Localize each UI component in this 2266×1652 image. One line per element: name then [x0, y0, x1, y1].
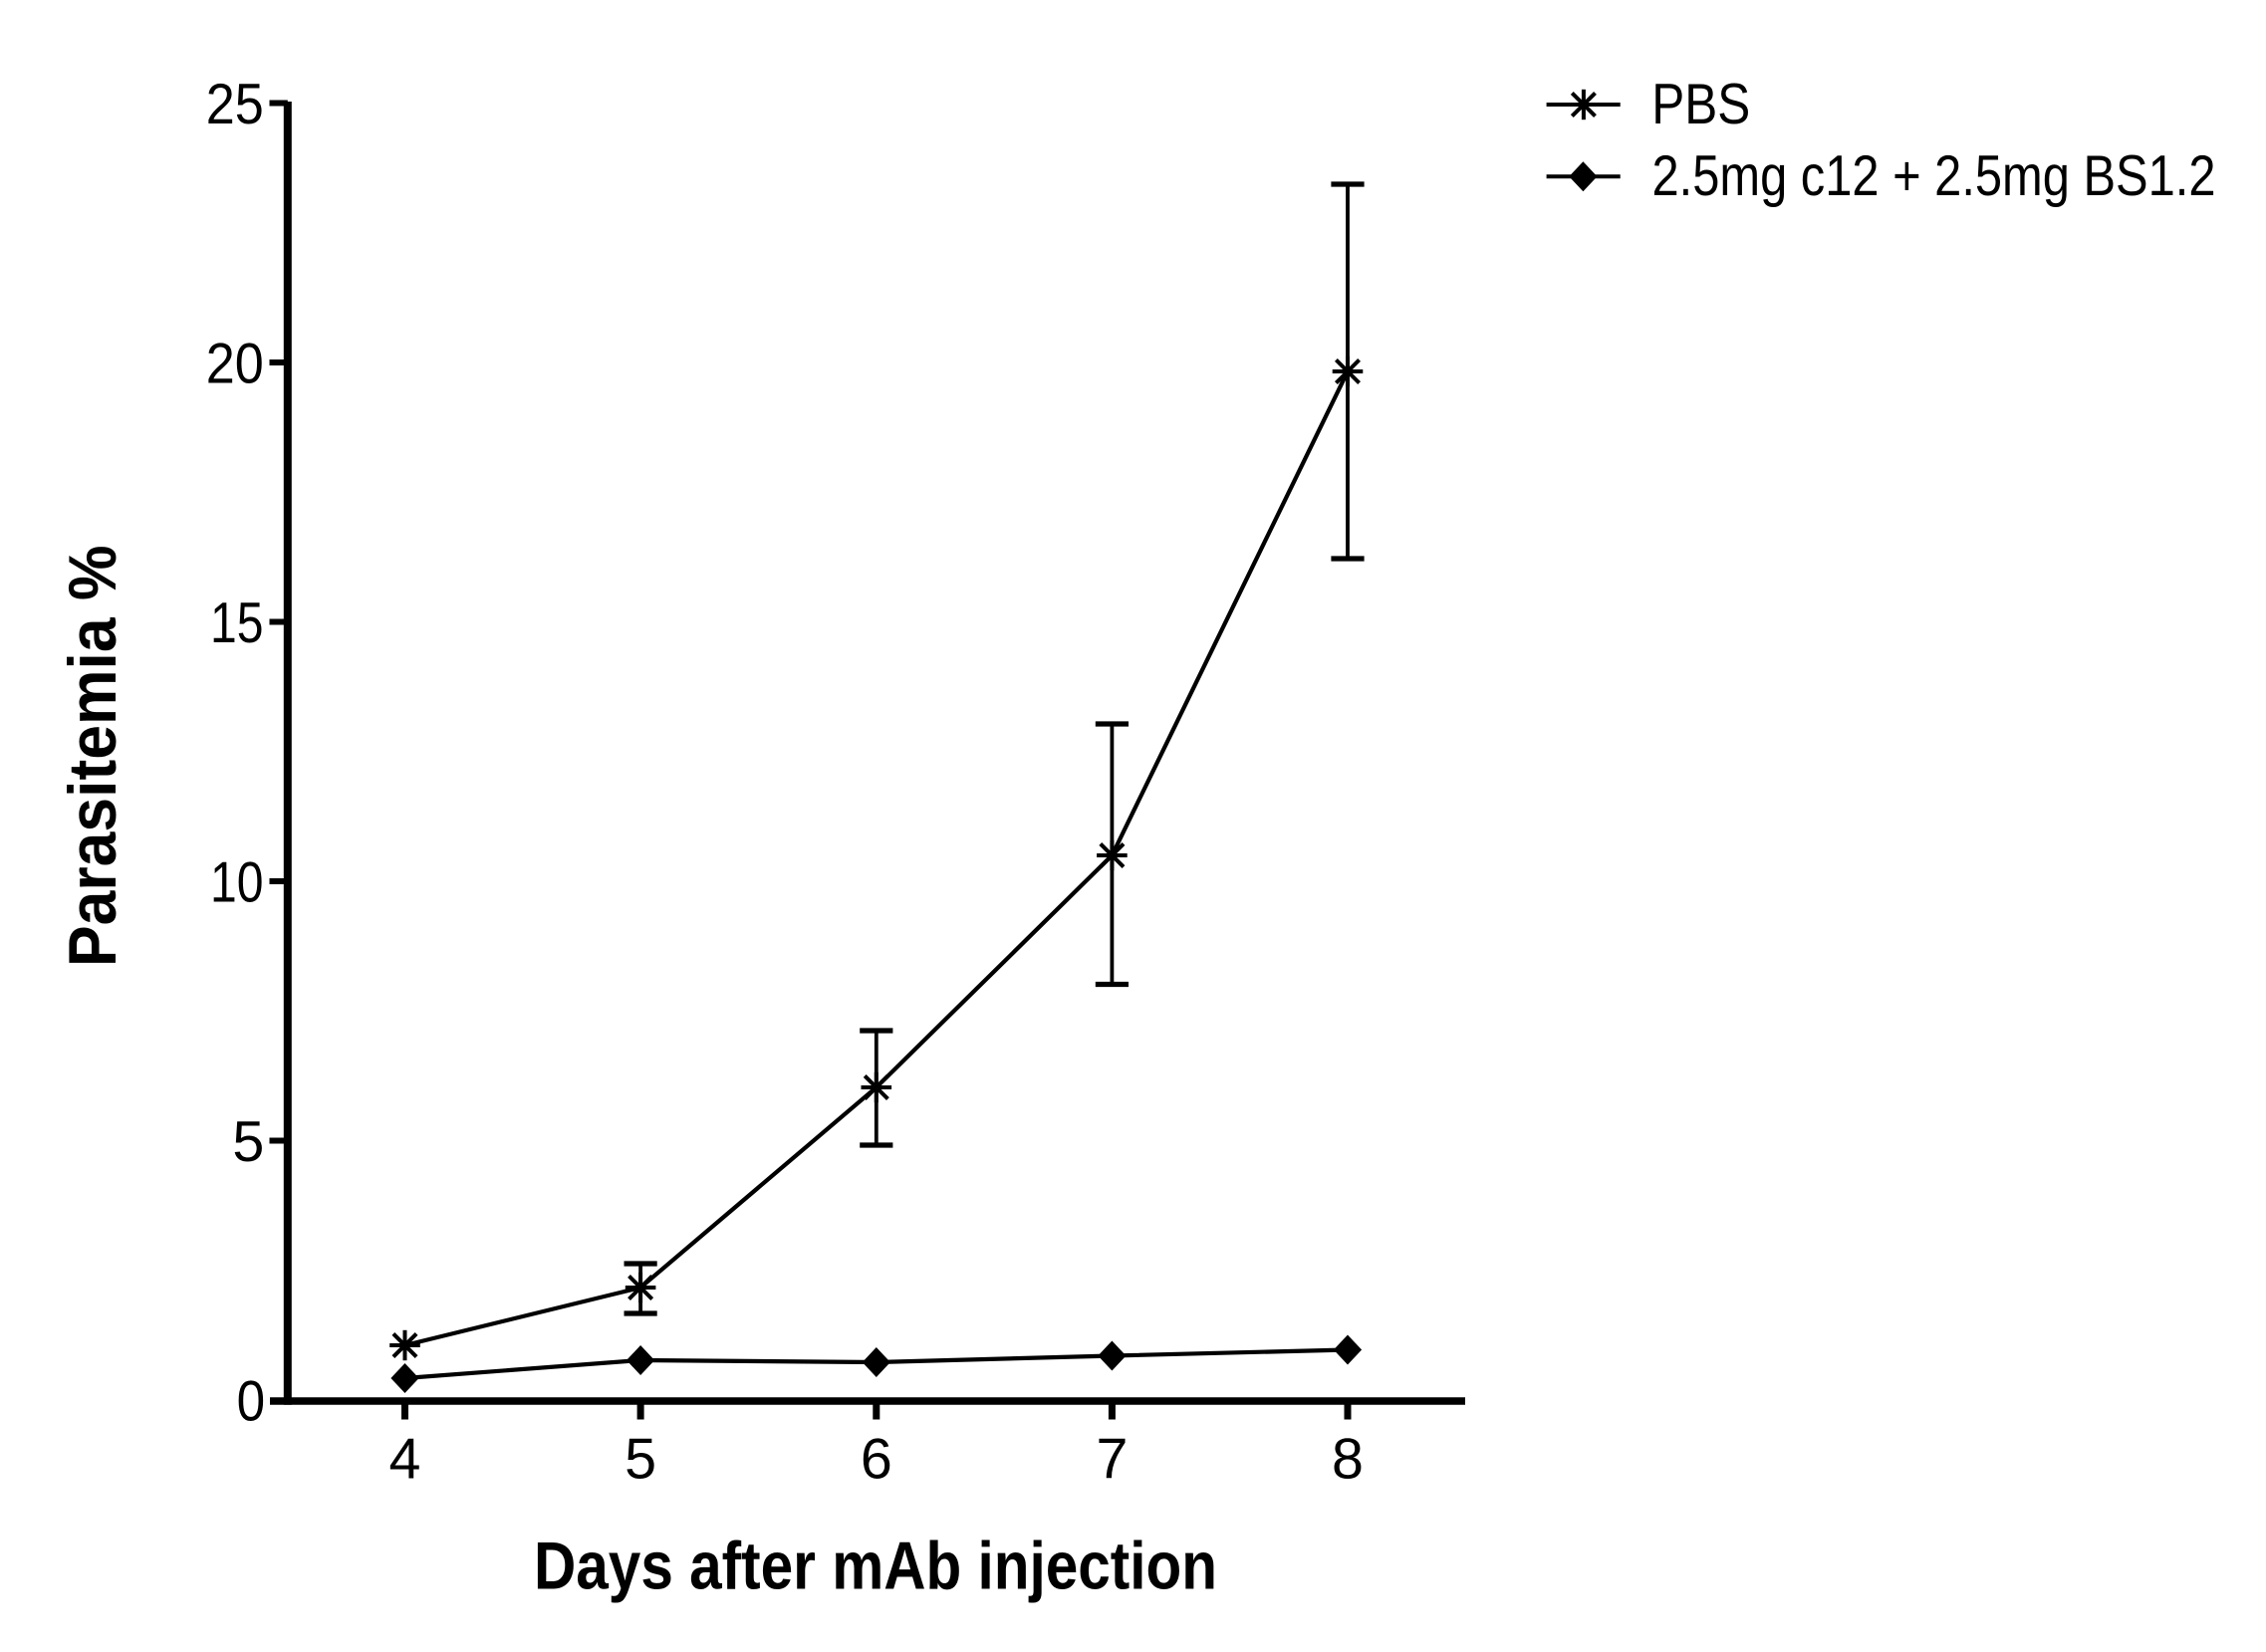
- svg-text:10: 10: [210, 851, 264, 915]
- svg-text:8: 8: [1332, 1428, 1364, 1492]
- svg-text:5: 5: [232, 1110, 264, 1174]
- svg-text:20: 20: [206, 333, 264, 396]
- svg-text:PBS: PBS: [1651, 73, 1750, 136]
- svg-text:Parasitemia %: Parasitemia %: [55, 546, 130, 968]
- svg-text:25: 25: [206, 73, 264, 136]
- svg-text:6: 6: [861, 1428, 892, 1492]
- svg-text:4: 4: [389, 1428, 421, 1492]
- svg-text:7: 7: [1096, 1428, 1128, 1492]
- svg-text:2.5mg c12 + 2.5mg BS1.2: 2.5mg c12 + 2.5mg BS1.2: [1652, 144, 2216, 208]
- svg-text:5: 5: [625, 1428, 656, 1492]
- svg-text:0: 0: [237, 1370, 266, 1434]
- svg-text:15: 15: [210, 591, 264, 655]
- svg-text:Days after mAb injection: Days after mAb injection: [534, 1529, 1217, 1604]
